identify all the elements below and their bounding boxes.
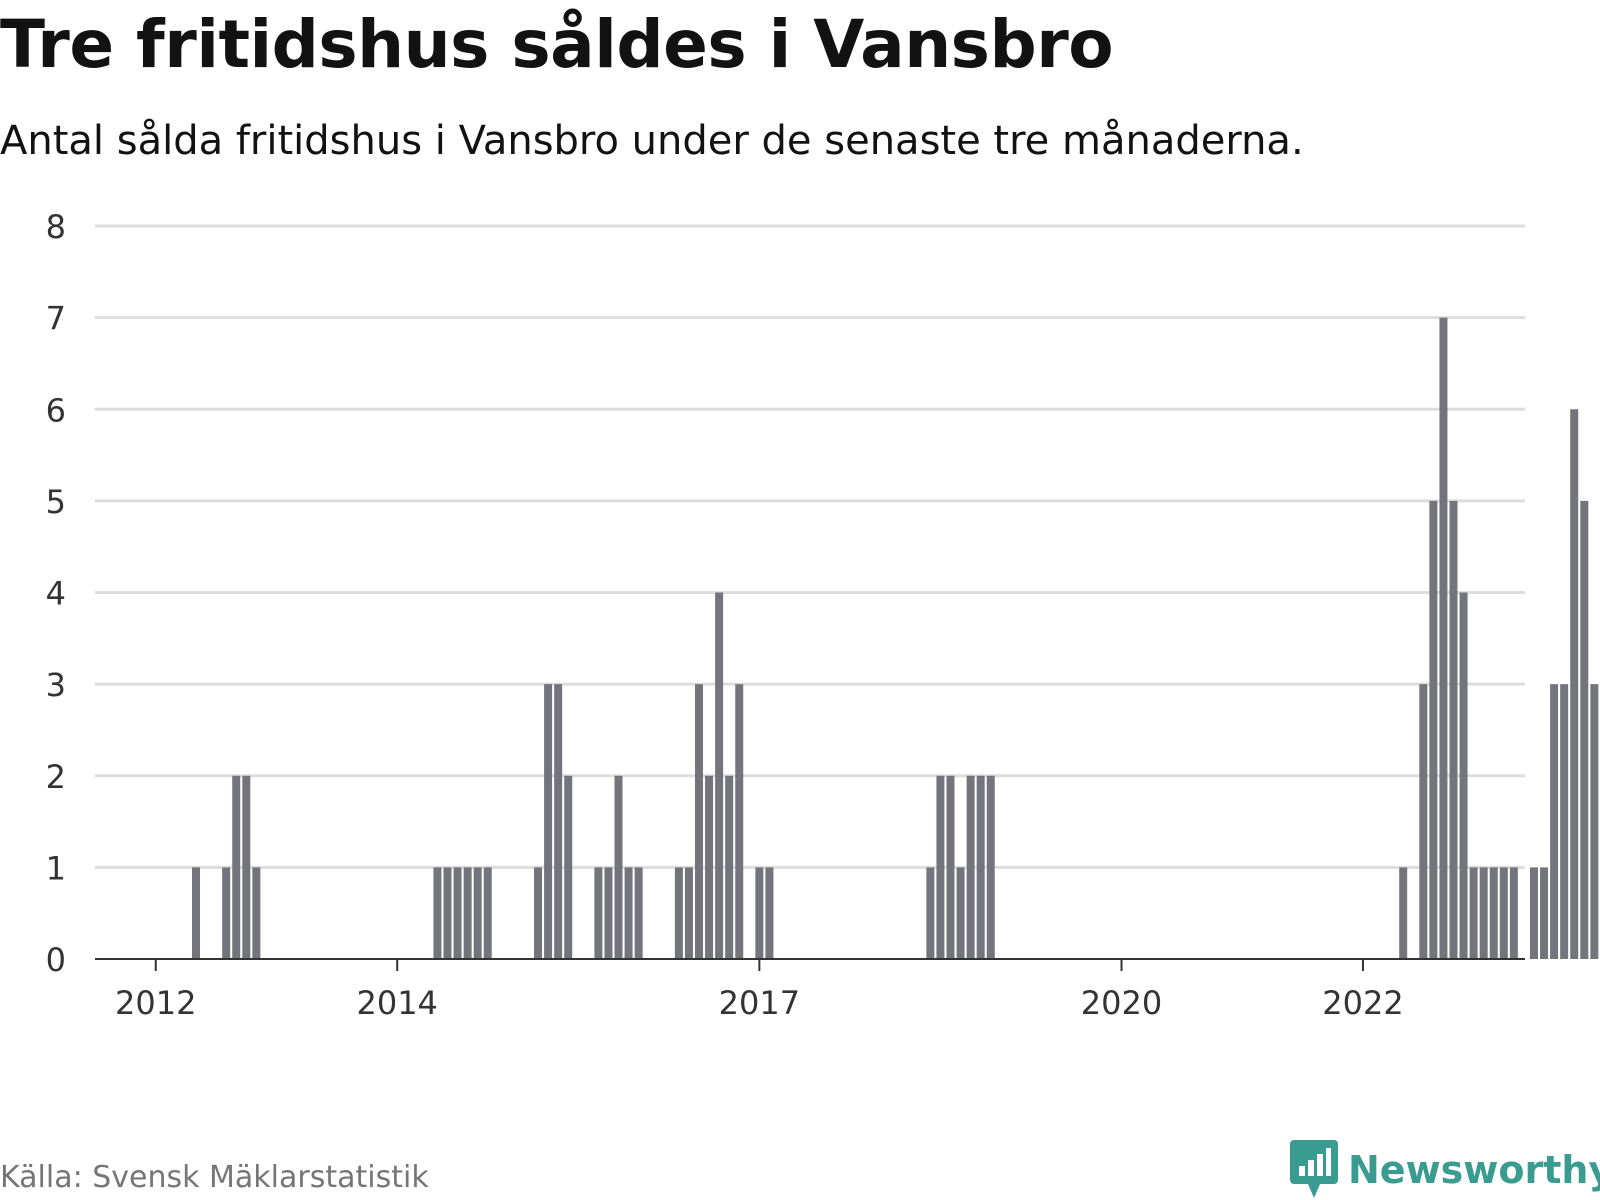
bar (1449, 500, 1458, 960)
gridlines (95, 224, 1525, 869)
bar-chart-icon (1290, 1140, 1338, 1198)
bar (946, 775, 955, 959)
bar (1590, 684, 1599, 960)
bars (192, 317, 1599, 960)
y-tick-label: 2 (46, 758, 66, 796)
bar (966, 775, 975, 959)
bar (483, 867, 492, 960)
x-tick-label: 2022 (1322, 984, 1403, 1022)
bar (232, 775, 241, 959)
bar (956, 867, 965, 960)
bar (1509, 867, 1518, 960)
bar-chart: 012345678201220142017202020223 (46, 208, 1599, 1022)
bar (1439, 317, 1448, 960)
y-tick-label: 8 (46, 208, 66, 246)
bar (674, 867, 683, 960)
bar (725, 775, 734, 959)
y-tick-label: 3 (46, 666, 66, 704)
x-tick-label: 2017 (719, 984, 800, 1022)
bar (1419, 684, 1428, 960)
bar (634, 867, 643, 960)
bar (986, 775, 995, 959)
chart-subtitle: Antal sålda fritidshus i Vansbro under d… (0, 118, 1304, 164)
bar (1540, 867, 1549, 960)
x-tick-label: 2020 (1081, 984, 1162, 1022)
bar (473, 867, 482, 960)
bar (443, 867, 452, 960)
bar (1459, 592, 1468, 959)
bar (1499, 867, 1508, 960)
bar (1479, 867, 1488, 960)
source-note: Källa: Svensk Mäklarstatistik (0, 1160, 429, 1195)
x-tick-label: 2014 (356, 984, 437, 1022)
bar (614, 775, 623, 959)
bar (192, 867, 200, 960)
bar (554, 684, 563, 960)
bar (252, 867, 261, 960)
y-tick-label: 7 (46, 300, 66, 338)
bar (1560, 684, 1569, 960)
bar (1529, 867, 1538, 960)
y-tick-label: 1 (46, 849, 66, 887)
bar (534, 867, 543, 960)
bar (604, 867, 613, 960)
y-tick-label: 6 (46, 391, 66, 429)
bar (463, 867, 472, 960)
bar (695, 684, 703, 960)
bar (1469, 867, 1478, 960)
bar (705, 775, 714, 959)
y-tick-label: 5 (46, 483, 66, 521)
bar (544, 684, 553, 960)
bar (1429, 500, 1438, 960)
brand-name: Newsworthy (1348, 1148, 1600, 1192)
bar (433, 867, 442, 960)
bar (1580, 500, 1589, 960)
bar (1570, 409, 1579, 959)
bar (765, 867, 774, 960)
bar (453, 867, 462, 960)
x-axis (95, 958, 1525, 971)
brand-logo: Newsworthy (1290, 1140, 1600, 1200)
bar (1489, 867, 1498, 960)
labels: 012345678201220142017202020223 (46, 208, 1404, 1022)
bar (1550, 684, 1559, 960)
bar (936, 775, 945, 959)
bar (755, 867, 764, 960)
bar (715, 592, 724, 959)
bar (735, 684, 744, 960)
bar (926, 867, 935, 960)
x-tick-label: 2012 (115, 984, 196, 1022)
y-tick-label: 4 (46, 575, 66, 613)
bar (624, 867, 633, 960)
bar (684, 867, 693, 960)
bar (564, 775, 573, 959)
y-tick-label: 0 (46, 941, 66, 979)
bar (222, 867, 231, 960)
chart-title: Tre fritidshus såldes i Vansbro (0, 6, 1114, 83)
bar (1399, 867, 1408, 960)
bar (242, 775, 251, 959)
bar (594, 867, 603, 960)
bar (976, 775, 985, 959)
